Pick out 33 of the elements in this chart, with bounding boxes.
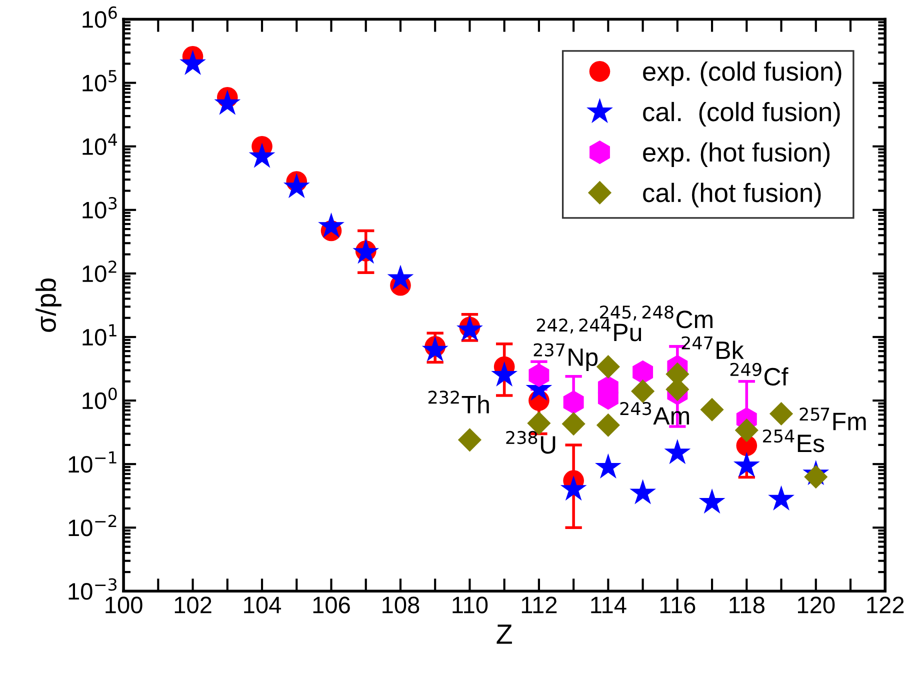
y-tick-label: 10$^{1}$	[82, 324, 116, 346]
y-tick-label: 10$^{−1}$	[68, 451, 116, 473]
x-tick-label: 120	[798, 596, 835, 614]
legend-label: cal. (hot fusion)	[643, 182, 821, 208]
annotation: $^{232}$Th	[428, 390, 489, 414]
annotation: $^{247}$Bk	[682, 336, 744, 359]
x-tick-label: 106	[313, 596, 350, 614]
annotation: $^{237}$Np	[534, 343, 598, 371]
y-tick-label: 10$^{−2}$	[68, 514, 116, 536]
x-tick-label: 122	[867, 596, 904, 614]
annotation: $^{249}$Cf	[730, 362, 788, 386]
x-tick-label: 102	[174, 596, 212, 614]
x-tick-label: 108	[382, 596, 420, 614]
y-tick-label: 10$^{2}$	[82, 260, 116, 282]
x-axis-title: Z	[496, 624, 512, 644]
y-tick-label: 10$^{5}$	[82, 70, 116, 92]
x-tick-label: 110	[452, 596, 488, 614]
legend-label: cal. (cold fusion)	[643, 102, 840, 127]
annotation: $^{257}$Fm	[800, 408, 866, 430]
x-tick-label: 116	[660, 596, 696, 614]
y-axis-title: σ/pb	[36, 278, 62, 332]
y-tick-label: 10$^{4}$	[82, 134, 117, 155]
legend-label: exp. (hot fusion)	[643, 142, 830, 167]
annotation: $^{238}$U	[506, 430, 556, 454]
x-tick-label: 112	[522, 596, 557, 614]
y-tick-label: 10$^{3}$	[82, 196, 117, 219]
y-tick-label: 10$^{6}$	[82, 6, 117, 28]
y-tick-label: 10$^{0}$	[82, 388, 117, 410]
legend-label: exp. (cold fusion)	[643, 62, 842, 86]
x-tick-label: 118	[730, 596, 764, 614]
annotation: $^{254}$Es	[763, 429, 824, 452]
x-tick-label: 104	[244, 596, 282, 614]
x-tick-label: 114	[591, 596, 626, 614]
